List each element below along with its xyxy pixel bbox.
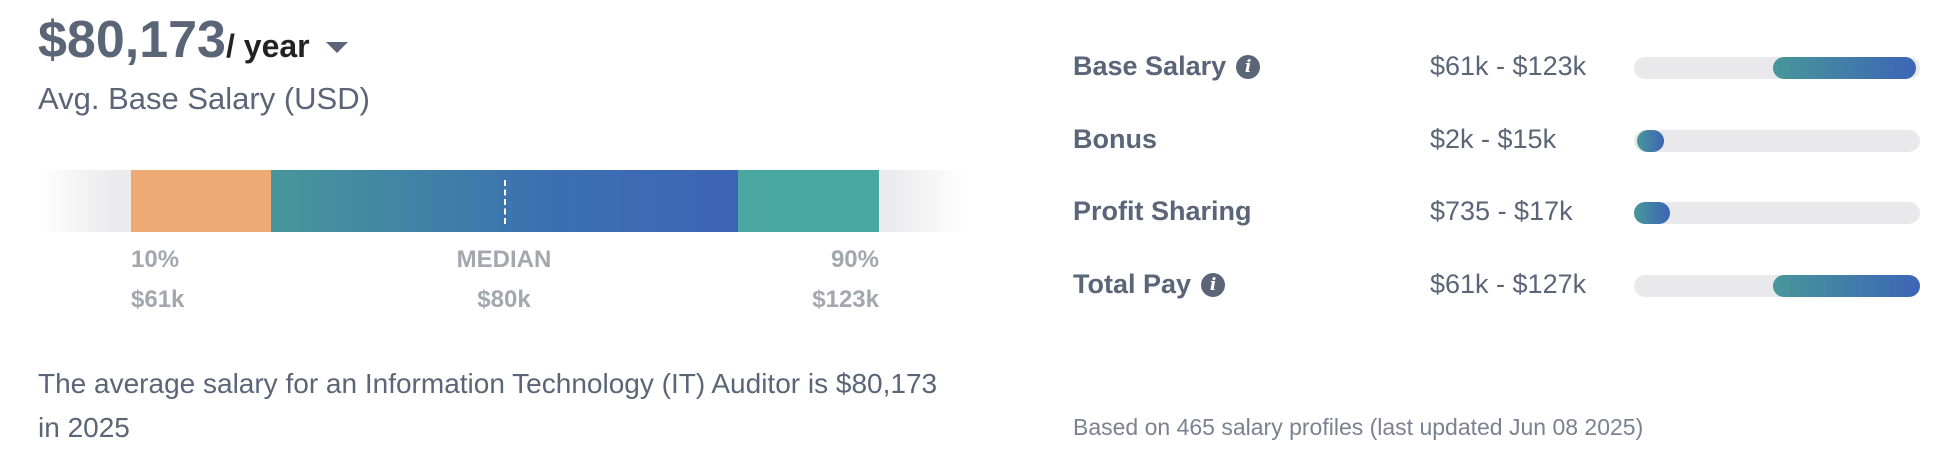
total-pay-bar	[1634, 275, 1920, 297]
row-label-text: Profit Sharing	[1073, 196, 1252, 226]
bonus-bar	[1634, 130, 1920, 152]
info-icon[interactable]: i	[1201, 272, 1226, 297]
bonus-bar-fill	[1636, 130, 1665, 152]
profit-sharing-range: $735 - $17k	[1430, 196, 1573, 226]
period-selector[interactable]: / year	[226, 28, 310, 64]
base-salary-bar-fill	[1772, 57, 1916, 79]
total-pay-row-label: Total Pay i	[1073, 269, 1226, 299]
salary-value: $80,173	[38, 11, 226, 69]
percentile-90-label: 90%	[830, 246, 879, 273]
base-salary-range: $61k - $123k	[1430, 51, 1587, 81]
percentile-10-label: 10%	[131, 246, 180, 273]
profit-sharing-row-label: Profit Sharing	[1073, 198, 1252, 225]
profit-sharing-bar-fill	[1634, 202, 1670, 224]
distribution-low-segment	[131, 170, 271, 232]
distribution-high-segment	[738, 170, 879, 232]
row-label-text: Total Pay	[1073, 269, 1192, 299]
percentile-90-value: $123k	[812, 286, 879, 313]
profit-sharing-bar	[1634, 202, 1920, 224]
percentile-10-value: $61k	[131, 286, 185, 313]
salary-subtitle: Avg. Base Salary (USD)	[38, 81, 370, 116]
median-label: MEDIAN	[456, 246, 552, 273]
bonus-row-label: Bonus	[1073, 126, 1157, 153]
total-pay-bar-fill	[1772, 275, 1920, 297]
row-label-text: Base Salary	[1073, 51, 1227, 81]
chevron-down-icon[interactable]	[326, 42, 348, 53]
base-salary-bar	[1634, 57, 1920, 79]
info-icon[interactable]: i	[1236, 54, 1261, 79]
bonus-range: $2k - $15k	[1430, 124, 1557, 154]
base-salary-row-label: Base Salary i	[1073, 51, 1261, 81]
row-label-text: Bonus	[1073, 124, 1157, 154]
median-value: $80k	[477, 286, 531, 313]
footnote: Based on 465 salary profiles (last updat…	[1073, 414, 1644, 440]
salary-summary: The average salary for an Information Te…	[38, 368, 938, 443]
median-marker	[504, 180, 506, 224]
total-pay-range: $61k - $127k	[1430, 269, 1587, 299]
